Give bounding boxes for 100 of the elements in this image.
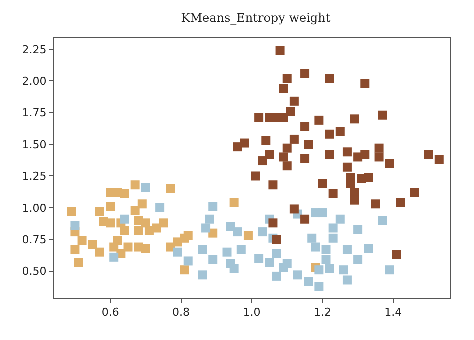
point — [360, 79, 370, 88]
point — [141, 183, 150, 192]
point — [124, 242, 133, 252]
y-tick-label: 2.00 — [22, 74, 47, 88]
point — [279, 84, 288, 94]
point — [184, 231, 193, 240]
y-tick-label: 1.00 — [22, 202, 47, 215]
y-tick-label: 1.75 — [22, 106, 47, 120]
point — [322, 255, 331, 264]
point — [152, 224, 162, 233]
point — [251, 172, 260, 181]
point — [208, 202, 218, 212]
point — [350, 196, 360, 205]
point — [106, 218, 116, 228]
point — [290, 204, 299, 214]
point — [374, 152, 384, 162]
point — [339, 266, 348, 275]
point — [325, 264, 334, 274]
point — [180, 266, 190, 275]
point — [272, 235, 282, 244]
point — [378, 110, 388, 120]
point — [230, 264, 239, 274]
x-tick-label: 1.2 — [314, 306, 332, 320]
y-tick-label: 1.50 — [22, 138, 47, 152]
point — [226, 222, 236, 232]
point — [364, 244, 374, 254]
point — [272, 272, 282, 281]
point — [385, 159, 394, 168]
point — [184, 256, 193, 266]
point — [120, 214, 130, 224]
point — [314, 266, 324, 275]
point — [222, 248, 232, 257]
point — [130, 206, 140, 215]
point — [286, 107, 296, 116]
point — [342, 162, 352, 172]
point — [354, 225, 363, 234]
point — [134, 226, 144, 236]
point — [272, 113, 282, 122]
point — [342, 245, 352, 254]
point — [322, 245, 331, 254]
point — [360, 150, 370, 160]
point — [106, 202, 116, 212]
point — [159, 218, 168, 228]
point — [392, 250, 402, 260]
point — [110, 252, 119, 262]
point — [371, 200, 380, 209]
x-tick-label: 0.6 — [102, 306, 120, 320]
point — [350, 114, 360, 124]
point — [202, 224, 211, 233]
point — [244, 231, 253, 240]
y-tick-label: 1.25 — [22, 170, 47, 184]
point — [268, 218, 278, 228]
point — [424, 150, 434, 160]
point — [138, 200, 147, 209]
point — [325, 150, 334, 160]
point — [70, 245, 80, 254]
point — [276, 46, 285, 56]
point — [410, 188, 420, 198]
point — [141, 218, 150, 228]
point — [434, 155, 444, 164]
point — [290, 134, 299, 144]
point — [364, 173, 374, 182]
point — [258, 228, 268, 237]
point — [120, 190, 130, 198]
point — [254, 113, 264, 122]
point — [304, 277, 314, 286]
point — [374, 144, 384, 153]
point — [328, 234, 338, 243]
point — [198, 245, 207, 254]
point — [95, 248, 104, 257]
point — [166, 184, 176, 194]
point — [262, 136, 271, 146]
point — [173, 248, 182, 257]
point — [205, 214, 214, 224]
point — [156, 203, 165, 212]
point — [282, 144, 292, 153]
point — [396, 198, 405, 208]
point — [141, 244, 150, 254]
point — [325, 74, 334, 84]
x-tick-label: 1.0 — [243, 306, 261, 320]
point — [318, 179, 328, 188]
point — [314, 282, 324, 292]
y-tick-label: 0.75 — [22, 234, 47, 247]
point — [233, 228, 242, 237]
point — [311, 242, 320, 252]
point — [328, 224, 338, 233]
point — [95, 207, 104, 216]
point — [110, 242, 119, 252]
point — [300, 154, 310, 163]
point — [254, 254, 264, 264]
point — [304, 140, 314, 150]
point — [279, 152, 288, 162]
point — [258, 156, 268, 166]
point — [300, 214, 310, 224]
point — [240, 138, 250, 148]
point — [290, 96, 299, 106]
point — [70, 221, 80, 230]
point — [293, 270, 302, 280]
point — [74, 258, 84, 267]
point — [328, 190, 338, 198]
